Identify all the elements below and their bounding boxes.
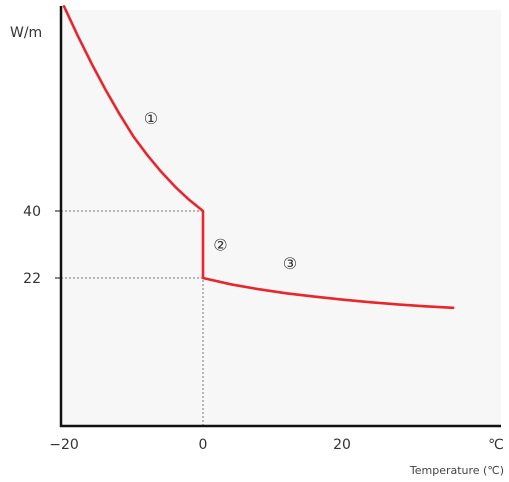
x-tick-label: −20	[49, 437, 79, 453]
x-tick-label: 0	[199, 437, 208, 453]
y-axis-unit-label: W/m	[10, 25, 42, 41]
plot-background	[61, 10, 501, 426]
series-group	[62, 5, 455, 310]
x-tick-label: 20	[333, 437, 351, 453]
axes	[55, 6, 501, 428]
series-line-0	[62, 5, 455, 310]
labels-group: W/m 40 22 −20 0 20 ℃ Temperature (℃) ① ② ③	[10, 25, 504, 477]
region-annotation-2: ②	[213, 236, 227, 255]
x-axis-title: Temperature (℃)	[409, 464, 504, 477]
y-tick-label: 40	[23, 204, 41, 220]
region-annotation-1: ①	[144, 109, 158, 128]
y-tick-label: 22	[23, 271, 41, 287]
x-axis-unit-label: ℃	[488, 437, 504, 453]
region-annotation-3: ③	[283, 254, 297, 273]
reference-lines	[61, 210, 204, 426]
